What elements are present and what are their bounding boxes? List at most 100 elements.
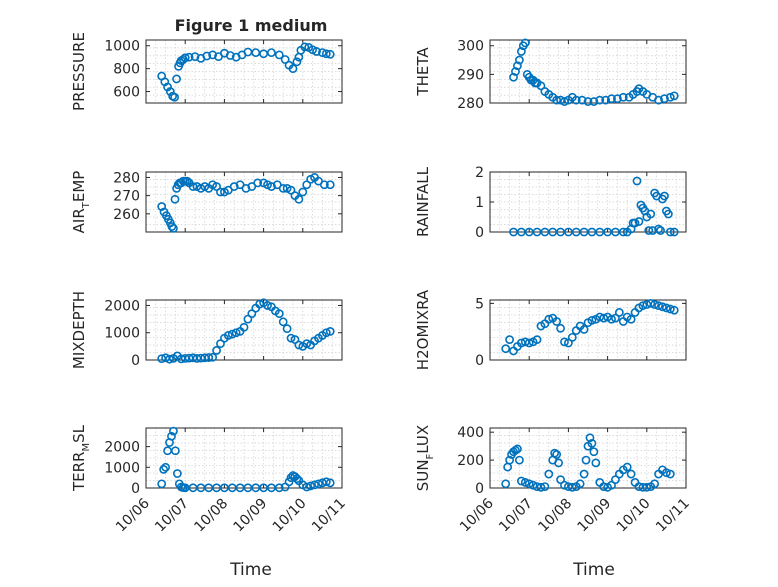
- y-tick-label: 1000: [104, 39, 140, 55]
- h2omixra-point: [611, 313, 620, 323]
- theta-point: [511, 67, 520, 76]
- pressure-point: [180, 53, 190, 63]
- pressure-point: [267, 48, 276, 57]
- h2omixra-point: [556, 323, 565, 333]
- sun-flux-point: [524, 479, 534, 489]
- y-tick-label: 0: [475, 481, 484, 497]
- h2omixra-ylabel: H2OMIXRA: [414, 289, 432, 370]
- sun-flux-point: [650, 479, 660, 489]
- sun-flux-point: [516, 476, 526, 486]
- y-tick-label: 260: [113, 207, 140, 223]
- sun-flux-point: [515, 455, 524, 465]
- x-tick-label: 10/08: [535, 496, 575, 536]
- theta-point: [595, 95, 605, 105]
- x-tick-label: 10/07: [496, 496, 536, 536]
- air-temp-point: [267, 182, 276, 191]
- mixdepth-ylabel: MIXDEPTH: [70, 291, 88, 369]
- h2omixra-point: [505, 335, 514, 345]
- pressure-point: [251, 48, 261, 57]
- theta-point: [618, 92, 628, 102]
- pressure-point: [300, 42, 310, 52]
- h2omixra-point: [501, 344, 511, 354]
- pressure-point: [208, 50, 218, 60]
- h2omixra-point: [650, 300, 660, 309]
- rainfall-point: [663, 209, 673, 219]
- x-tick-label: 10/06: [113, 495, 153, 535]
- pressure-point: [184, 52, 194, 62]
- mixdepth-axes-box: [145, 299, 343, 361]
- h2omixra-point: [552, 317, 562, 326]
- theta-point: [560, 97, 569, 106]
- terr-msl-panel: 0 1000 2000 10/06 10/07 10/08 10/09 10/10 10/11 T…: [70, 424, 349, 535]
- theta-panel: 280 290 300 THETA: [414, 38, 687, 112]
- air-temp-point: [319, 180, 329, 190]
- sun-flux-point: [567, 482, 577, 492]
- sun-flux-point: [662, 468, 671, 478]
- pressure-point: [321, 49, 331, 59]
- x-axis-label-right: Time: [572, 560, 615, 580]
- terr-msl-point: [274, 483, 284, 493]
- sun-flux-point: [540, 482, 550, 492]
- rainfall-point: [660, 191, 669, 201]
- h2omixra-point: [571, 326, 581, 335]
- terr-msl-point: [325, 478, 335, 488]
- y-tick-label: 800: [113, 62, 140, 78]
- h2omixra-point: [532, 335, 542, 345]
- h2omixra-point: [560, 337, 569, 347]
- y-tick-label: 2: [475, 165, 484, 181]
- theta-point: [509, 72, 518, 82]
- y-tick-label: 300: [457, 39, 484, 55]
- sun-flux-panel: 0 200 400 10/06 10/07 10/08 10/09 10/10 10/11 SUN…: [414, 425, 693, 536]
- y-tick-label: 1000: [104, 460, 140, 476]
- h2omixra-point: [567, 332, 577, 342]
- mixdepth-point: [212, 346, 221, 355]
- sun-flux-point: [622, 462, 632, 472]
- x-tick-label: 10/10: [270, 496, 310, 536]
- mixdepth-point: [165, 354, 174, 364]
- theta-point: [515, 55, 524, 65]
- x-axis-label-left: Time: [229, 560, 272, 580]
- sun-flux-point: [665, 469, 675, 479]
- terr-msl-point: [310, 480, 319, 490]
- theta-ylabel: THETA: [414, 47, 432, 97]
- mixdepth-point: [231, 328, 241, 338]
- theta-point: [552, 95, 562, 105]
- sun-flux-point: [579, 469, 589, 479]
- terr-msl-point: [321, 477, 331, 487]
- h2omixra-point: [662, 303, 671, 313]
- air-temp-point: [294, 194, 304, 204]
- terr-msl-point: [170, 446, 180, 456]
- y-tick-label: 0: [475, 353, 484, 369]
- pressure-point: [190, 52, 200, 62]
- x-tick-label: 10/11: [309, 496, 349, 536]
- h2omixra-point: [509, 346, 518, 356]
- theta-point: [669, 91, 679, 101]
- y-tick-label: 2000: [104, 440, 140, 456]
- pressure-point: [292, 57, 302, 67]
- h2omixra-point: [669, 305, 679, 315]
- mixdepth-point: [263, 301, 272, 310]
- mixdepth-point: [239, 322, 249, 332]
- h2omixra-point: [654, 301, 663, 311]
- sun-flux-point: [585, 433, 595, 443]
- rainfall-ylabel: RAINFALL: [414, 166, 432, 237]
- sun-flux-point: [503, 462, 513, 472]
- rainfall-point: [669, 227, 679, 237]
- theta-point: [654, 95, 663, 105]
- pressure-point: [312, 47, 321, 56]
- mixdepth-point: [227, 329, 237, 339]
- air-temp-point: [298, 187, 308, 197]
- mixdepth-point: [282, 324, 292, 334]
- sun-flux-point: [536, 482, 546, 492]
- sun-flux-ylabel: SUNFLUX: [414, 425, 436, 491]
- theta-axes-box: [489, 39, 687, 104]
- h2omixra-point: [564, 338, 573, 348]
- terr-msl-point: [169, 426, 178, 436]
- h2omixra-point: [544, 314, 554, 324]
- y-tick-label: 290: [457, 67, 484, 83]
- mixdepth-point: [294, 340, 304, 350]
- y-tick-label: 280: [113, 170, 140, 186]
- rainfall-point: [646, 209, 656, 219]
- terr-msl-point: [302, 482, 312, 492]
- h2omixra-point: [638, 301, 648, 311]
